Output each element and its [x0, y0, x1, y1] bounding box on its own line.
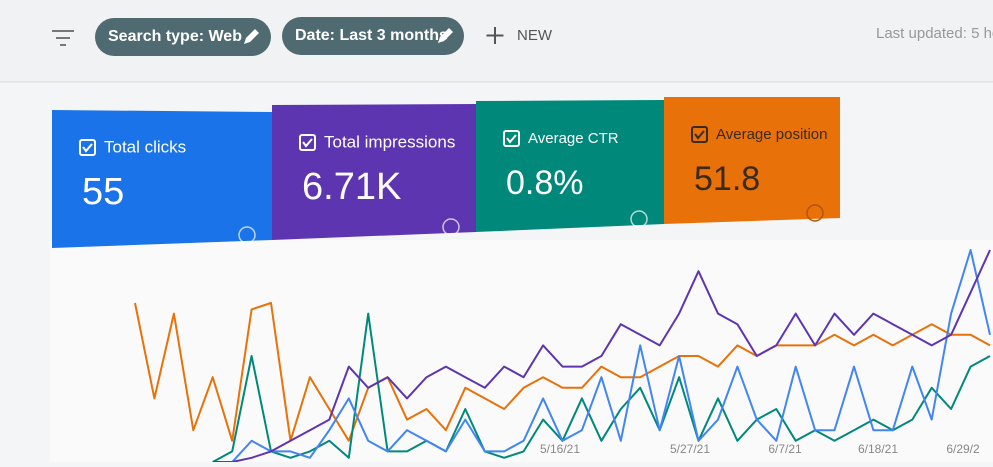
metric-card[interactable] [272, 104, 476, 240]
edit-icon [438, 28, 453, 43]
check [82, 143, 93, 153]
metric-card[interactable] [476, 100, 664, 232]
metric-label: Total impressions [324, 132, 455, 151]
help-icon[interactable] [442, 218, 460, 236]
last-updated: Last updated: 5 hou [876, 25, 993, 42]
check [506, 134, 517, 144]
help-icon[interactable] [806, 204, 824, 222]
x-tick-label: 5/16/21 [540, 442, 580, 456]
chip-label: Date: Last 3 months [295, 27, 448, 44]
help-icon[interactable] [238, 226, 256, 244]
x-tick-label: 5/27/21 [670, 442, 710, 456]
check [302, 138, 313, 148]
metric-value: 0.8% [506, 164, 584, 202]
metric-value: 51.8 [694, 160, 760, 198]
metric-label: Average position [716, 126, 827, 143]
metric-card[interactable] [52, 110, 272, 248]
chart-area [50, 240, 993, 462]
metric-value: 55 [82, 171, 124, 213]
metric-value: 6.71K [302, 166, 401, 208]
chip-label: Search type: Web [108, 28, 242, 45]
series-line [212, 249, 991, 463]
checkbox [503, 130, 520, 147]
new-label: NEW [517, 27, 553, 44]
checkbox [691, 126, 708, 143]
checkbox [299, 134, 316, 151]
series-line [212, 312, 991, 463]
x-tick-label: 6/7/21 [768, 442, 802, 456]
x-tick-label: 6/18/21 [858, 442, 898, 456]
metric-label: Average CTR [528, 130, 619, 147]
metric-card[interactable] [664, 97, 840, 224]
series-line [134, 302, 991, 442]
chip[interactable] [282, 17, 464, 55]
filter-icon[interactable] [52, 30, 74, 46]
help-icon[interactable] [630, 210, 648, 228]
metric-label: Total clicks [104, 137, 186, 156]
new-button[interactable]: NEW [486, 27, 553, 44]
check [694, 130, 705, 140]
chip[interactable] [95, 18, 271, 56]
x-tick-label: 6/29/2 [946, 442, 980, 456]
checkbox [79, 139, 96, 156]
edit-icon [244, 29, 259, 44]
series-line [212, 249, 991, 463]
